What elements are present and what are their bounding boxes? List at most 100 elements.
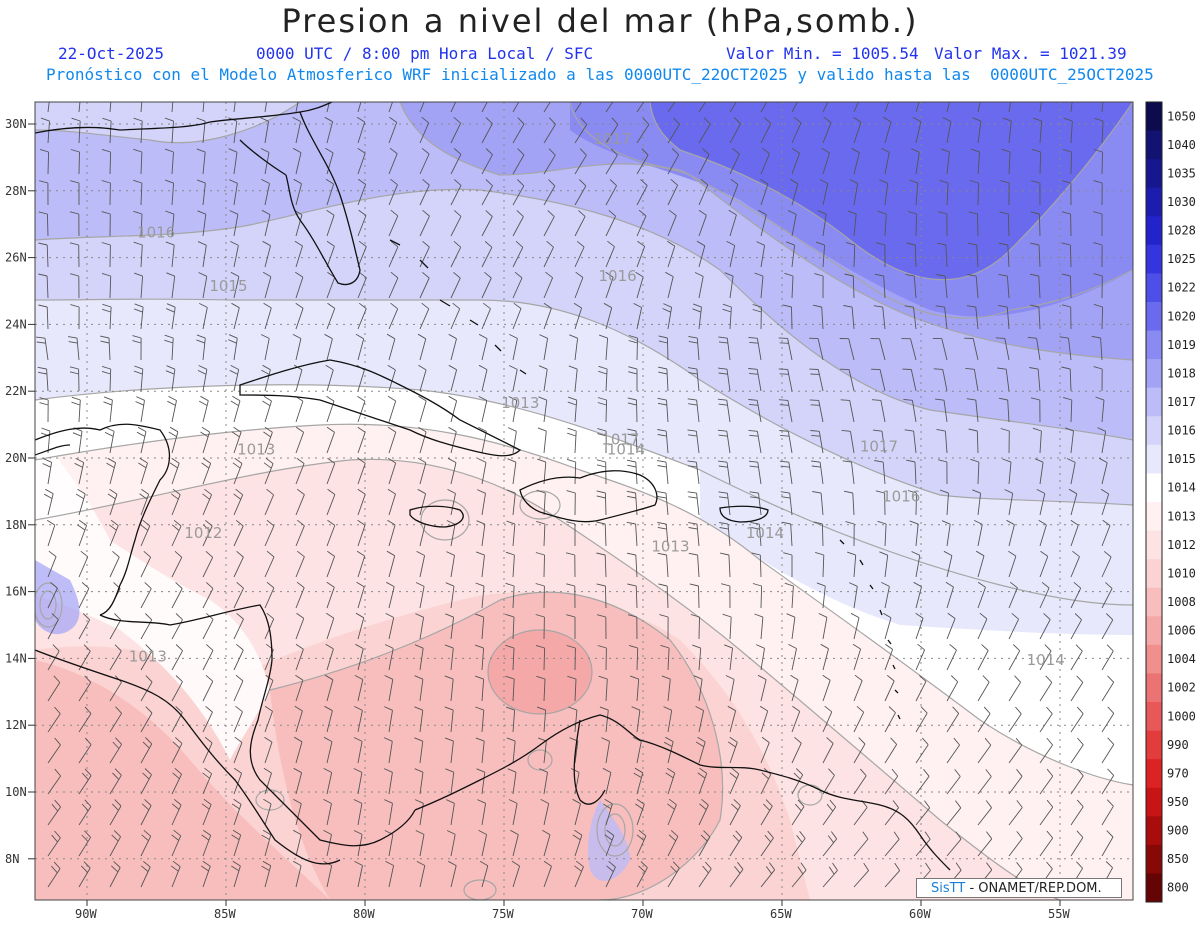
wind-barb xyxy=(101,180,111,206)
date-label: 22-Oct-2025 xyxy=(58,44,164,63)
contour-label: 1013 xyxy=(237,441,275,459)
wind-barb xyxy=(729,830,743,857)
wind-barb xyxy=(635,798,645,826)
contour-label: 1012 xyxy=(184,524,222,542)
wind-barb xyxy=(724,272,734,299)
wind-barb xyxy=(295,519,305,547)
wind-barb xyxy=(478,364,488,392)
contour-label: 1016 xyxy=(882,487,920,505)
wind-barb xyxy=(905,273,917,299)
wind-barb xyxy=(968,428,979,454)
wind-barb xyxy=(1061,242,1072,268)
lat-label: 20N xyxy=(5,451,27,465)
wind-barb xyxy=(946,643,957,671)
wind-barb xyxy=(657,429,669,454)
wind-barb xyxy=(565,583,576,609)
wind-barb xyxy=(1001,148,1011,175)
wind-barb xyxy=(915,706,928,733)
wind-barb xyxy=(1008,581,1018,609)
wind-barb xyxy=(1008,550,1017,578)
wind-barb xyxy=(687,429,700,454)
wind-barb xyxy=(231,860,241,888)
wind-barb xyxy=(1031,148,1042,175)
wind-barb xyxy=(1101,102,1104,113)
wind-barb xyxy=(356,116,366,144)
wind-barb xyxy=(47,644,60,671)
colorbar-swatch xyxy=(1146,159,1162,189)
wind-barb xyxy=(689,583,700,609)
wind-barb xyxy=(477,458,487,485)
colorbar-label: 1002 xyxy=(1167,681,1196,695)
wind-barb xyxy=(605,102,614,113)
wind-barb xyxy=(791,799,805,826)
wind-barb xyxy=(166,303,176,330)
lon-label: 70W xyxy=(631,907,653,921)
wind-barb xyxy=(843,490,855,516)
wind-barb xyxy=(729,147,740,175)
wind-barb xyxy=(596,521,607,547)
wind-barb xyxy=(748,399,762,423)
wind-barb xyxy=(1039,768,1054,795)
colorbar-swatch xyxy=(1146,730,1162,760)
wind-barb xyxy=(1061,273,1072,299)
wind-barb xyxy=(387,457,397,485)
contour-label: 1014 xyxy=(607,441,645,459)
wind-barb xyxy=(977,612,988,640)
wind-barb xyxy=(884,737,898,764)
wind-barb xyxy=(722,613,732,640)
wind-barb xyxy=(667,148,680,175)
wind-barb xyxy=(722,303,732,330)
wind-barb xyxy=(998,397,1010,423)
wind-barb xyxy=(357,519,366,547)
wind-barb xyxy=(201,457,212,485)
wind-barb xyxy=(512,148,525,175)
wind-barb xyxy=(100,335,111,361)
wind-barb xyxy=(140,799,152,826)
wind-barb xyxy=(657,460,669,485)
wind-barb xyxy=(729,861,744,888)
wind-barb xyxy=(778,337,793,361)
wind-barb xyxy=(445,768,455,795)
wind-barb xyxy=(414,706,424,733)
wind-barb xyxy=(264,736,273,764)
wind-barb xyxy=(231,829,242,857)
wind-barb xyxy=(475,737,485,764)
wind-barb xyxy=(357,209,367,237)
wind-barb xyxy=(508,365,518,392)
wind-barb xyxy=(388,102,393,113)
wind-barb xyxy=(605,179,617,206)
wind-barb xyxy=(688,522,700,547)
wind-barb xyxy=(1070,613,1082,640)
wind-barb xyxy=(1039,799,1054,826)
wind-barb xyxy=(1039,550,1049,578)
wind-barb xyxy=(387,488,396,516)
wind-barb xyxy=(633,736,642,764)
wind-barb xyxy=(848,582,858,609)
wind-barb xyxy=(543,102,551,113)
wind-barb xyxy=(636,148,649,175)
wind-barb xyxy=(760,799,773,826)
wind-barb xyxy=(574,148,587,175)
wind-barb xyxy=(140,550,152,578)
wind-barb xyxy=(295,581,305,609)
wind-barb xyxy=(171,644,183,671)
wind-barb xyxy=(574,210,586,237)
wind-barb xyxy=(1093,242,1103,268)
wind-barb xyxy=(323,798,332,826)
wind-barb xyxy=(264,550,275,578)
wind-barb xyxy=(977,706,991,733)
wind-barb xyxy=(326,457,336,485)
wind-barb xyxy=(294,705,303,733)
wind-barb xyxy=(911,551,921,578)
wind-barb xyxy=(809,368,824,392)
wind-barb xyxy=(39,397,49,423)
wind-barb xyxy=(821,147,830,175)
wind-barb xyxy=(915,737,929,764)
wind-barb xyxy=(698,178,709,206)
wind-barb xyxy=(574,102,583,113)
colorbar-label: 1020 xyxy=(1167,309,1196,323)
wind-barb xyxy=(475,613,485,640)
wind-barb xyxy=(871,368,886,392)
wind-barb xyxy=(853,116,862,144)
wind-barb xyxy=(567,427,577,454)
